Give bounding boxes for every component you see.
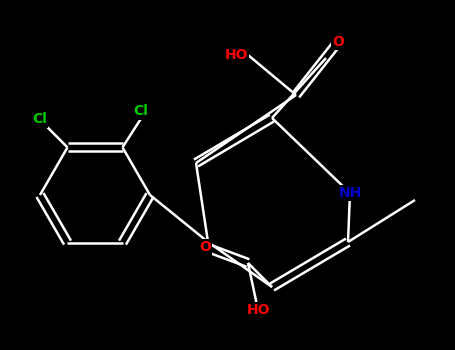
- Text: Cl: Cl: [32, 112, 47, 126]
- Text: O: O: [199, 240, 211, 254]
- Text: Cl: Cl: [133, 104, 148, 118]
- Text: NH: NH: [339, 186, 362, 200]
- Text: HO: HO: [246, 303, 270, 317]
- Text: O: O: [332, 35, 344, 49]
- Text: HO: HO: [224, 48, 248, 62]
